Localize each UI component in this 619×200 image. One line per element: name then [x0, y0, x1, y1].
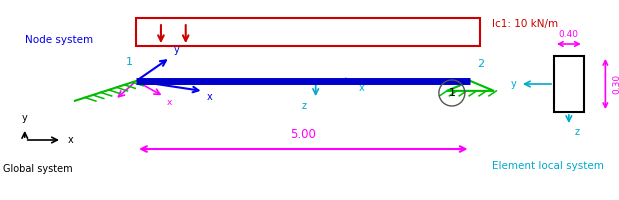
Text: lc1: 10 kN/m: lc1: 10 kN/m: [492, 19, 558, 29]
Text: 2: 2: [477, 59, 484, 69]
Text: 5.00: 5.00: [290, 128, 316, 141]
Bar: [554, 56, 584, 112]
Bar: [136, 18, 480, 46]
Text: x: x: [167, 98, 173, 107]
Text: z: z: [301, 101, 306, 111]
Text: y: y: [173, 45, 179, 55]
Text: 0.40: 0.40: [559, 30, 579, 39]
Text: 1: 1: [448, 88, 456, 98]
Text: x: x: [359, 83, 365, 93]
Text: 0.30: 0.30: [613, 74, 619, 94]
Text: y: y: [22, 113, 28, 123]
Text: x: x: [207, 92, 212, 102]
Text: y: y: [511, 79, 517, 89]
Text: Global system: Global system: [3, 164, 72, 174]
Text: z: z: [575, 127, 580, 137]
Text: Element local system: Element local system: [492, 161, 604, 171]
Text: 1: 1: [126, 57, 133, 67]
Text: Node system: Node system: [25, 35, 93, 45]
Text: x: x: [68, 135, 74, 145]
